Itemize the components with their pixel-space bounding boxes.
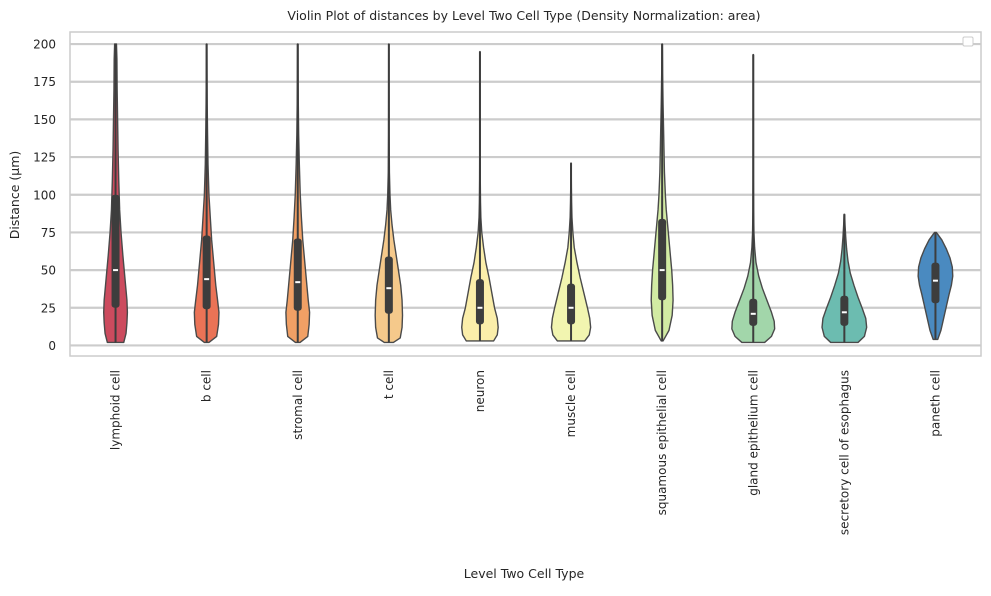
x-tick-label: muscle cell xyxy=(564,370,578,437)
y-tick-label: 175 xyxy=(33,75,56,89)
violin-iqr-box xyxy=(567,283,576,325)
x-tick-label: b cell xyxy=(200,370,214,402)
violin-iqr-box xyxy=(475,279,484,325)
y-tick-label: 200 xyxy=(33,38,56,52)
chart-title: Violin Plot of distances by Level Two Ce… xyxy=(287,8,760,23)
y-tick-label: 0 xyxy=(48,339,56,353)
x-tick-label: stromal cell xyxy=(291,370,305,440)
violin-iqr-box xyxy=(293,238,302,311)
violin-iqr-box xyxy=(202,235,211,310)
plot-area: 0 25 50 75 100 125 150 175 200 lymphoid cell b cel… xyxy=(33,31,982,535)
y-tick-label: 25 xyxy=(41,301,56,315)
violin-iqr-box xyxy=(384,256,393,314)
x-tick-label: secretory cell of esophagus xyxy=(837,370,851,535)
x-tick-label: squamous epithelial cell xyxy=(655,370,669,515)
x-tick-label: lymphoid cell xyxy=(109,370,123,450)
violin-iqr-box xyxy=(111,194,120,308)
x-tick-label: paneth cell xyxy=(928,370,942,437)
violin-iqr-box xyxy=(840,295,849,326)
y-axis-label: Distance (µm) xyxy=(7,151,22,240)
violin-iqr-box xyxy=(749,298,758,326)
x-tick-label: t cell xyxy=(382,370,396,399)
violin-iqr-box xyxy=(931,262,940,304)
y-tick-label: 150 xyxy=(33,113,56,127)
y-tick-label: 100 xyxy=(33,188,56,202)
x-axis-label: Level Two Cell Type xyxy=(464,566,585,581)
y-tick-label: 125 xyxy=(33,151,56,165)
legend-box xyxy=(962,36,974,47)
y-tick-label: 75 xyxy=(41,226,56,240)
x-tick-label: neuron xyxy=(473,370,487,412)
violin-iqr-box xyxy=(658,218,667,301)
x-tick-label: gland epithelium cell xyxy=(746,370,760,496)
y-tick-label: 50 xyxy=(41,264,56,278)
